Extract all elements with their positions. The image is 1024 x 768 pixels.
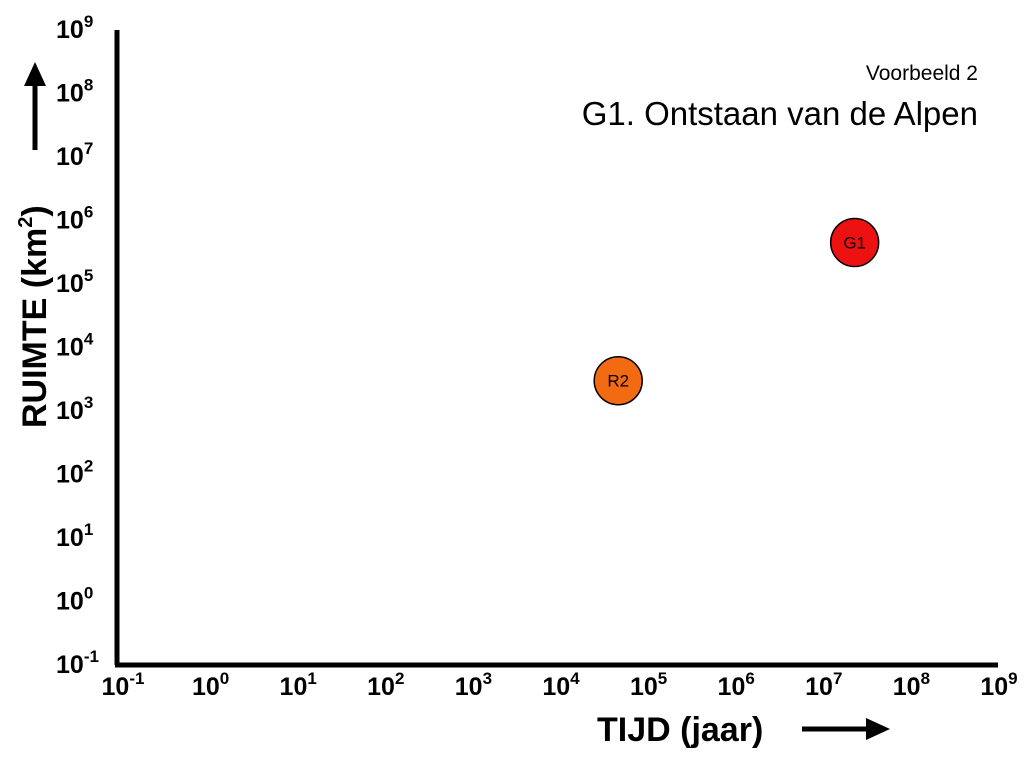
chart-title: G1. Ontstaan van de Alpen [582, 95, 978, 132]
y-axis-arrow-icon [24, 62, 46, 150]
data-point-g1: G1 [829, 217, 880, 268]
y-tick-label: 103 [56, 393, 93, 425]
x-tick-label: 10-1 [102, 669, 145, 701]
y-tick-label: 100 [56, 584, 93, 616]
y-axis-label-end: ) [16, 205, 54, 216]
y-tick-label: 109 [56, 12, 93, 44]
y-axis-label-main: RUIMTE (km [16, 228, 54, 428]
data-point-marker [593, 355, 643, 406]
y-tick-labels: 10-1 100 101 102 103 104 105 106 107 108 109 [56, 12, 99, 679]
data-point-label: R2 [607, 372, 629, 391]
data-points: R2 G1 [593, 217, 880, 406]
x-tick-label: 106 [718, 669, 755, 701]
x-tick-label: 108 [893, 669, 930, 701]
y-tick-label: 105 [56, 266, 93, 298]
data-point-marker [829, 217, 880, 268]
chart-subtitle: Voorbeeld 2 [866, 62, 978, 85]
x-tick-label: 107 [805, 669, 842, 701]
x-axis-label: TIJD (jaar) [597, 711, 763, 749]
x-tick-label: 103 [455, 669, 492, 701]
y-tick-label: 101 [56, 520, 93, 552]
x-tick-label: 105 [630, 669, 667, 701]
y-tick-label: 102 [56, 457, 93, 489]
y-tick-label: 104 [56, 330, 94, 362]
y-axis-label: RUIMTE (km2) [15, 205, 54, 428]
x-tick-label: 100 [192, 669, 229, 701]
x-tick-label: 109 [980, 669, 1017, 701]
x-tick-labels: 10-1 100 101 102 103 104 105 106 107 108 109 [102, 669, 1018, 701]
data-point-label: G1 [843, 234, 866, 253]
y-tick-label: 10-1 [56, 647, 99, 679]
y-tick-label: 107 [56, 139, 93, 171]
x-tick-label: 104 [542, 669, 580, 701]
y-axis-label-sup: 2 [15, 217, 37, 228]
x-axis-arrow-icon [802, 718, 890, 740]
y-tick-label: 108 [56, 76, 93, 108]
x-tick-label: 101 [280, 669, 317, 701]
data-point-r2: R2 [593, 355, 643, 406]
y-tick-label: 106 [56, 203, 93, 235]
x-tick-label: 102 [367, 669, 404, 701]
